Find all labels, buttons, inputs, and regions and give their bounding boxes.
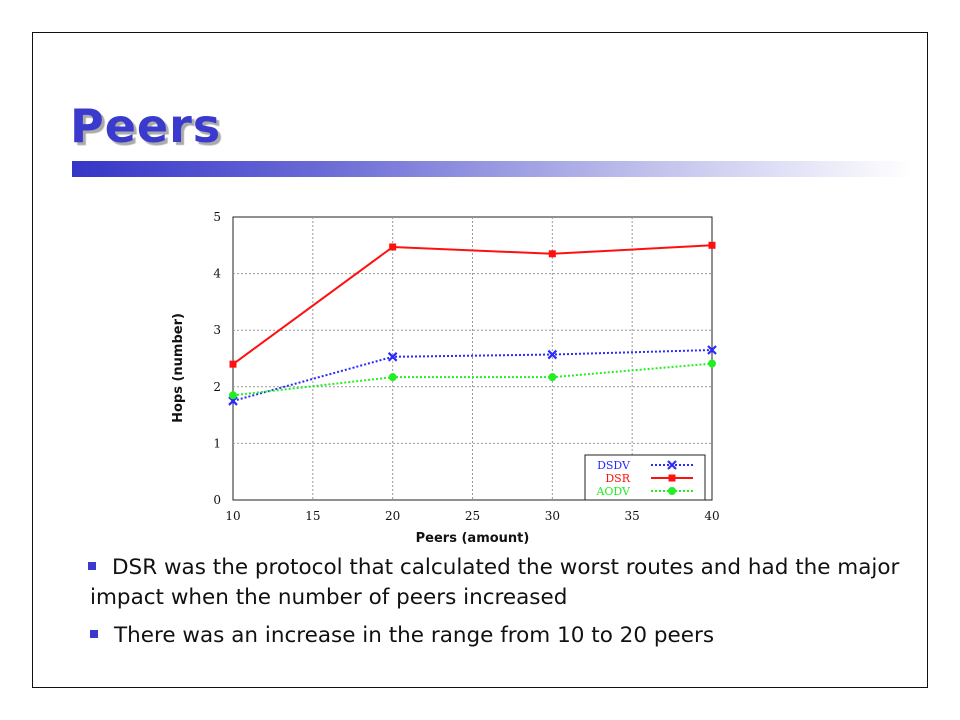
data-point (707, 345, 717, 355)
data-point (389, 243, 397, 251)
bullet-list: DSR was the protocol that calculated the… (88, 553, 910, 651)
y-tick-label: 0 (213, 493, 221, 507)
series-line (232, 362, 713, 397)
data-point (547, 349, 558, 360)
y-tick-label: 5 (213, 210, 221, 224)
bullet-text: DSR was the protocol that calculated the… (90, 555, 900, 610)
x-tick-label: 30 (545, 509, 560, 523)
x-tick-label: 20 (385, 509, 400, 523)
bullet-square-icon (90, 630, 98, 638)
x-tick-label: 15 (305, 509, 320, 523)
series-aodv (229, 359, 716, 400)
slide-frame (32, 32, 928, 688)
data-point (668, 474, 676, 482)
series-dsdv (228, 345, 717, 406)
title-underline-bar (72, 161, 912, 177)
x-axis-label: Peers (amount) (416, 531, 530, 546)
bullet-square-icon (88, 562, 96, 570)
data-point (548, 373, 557, 382)
y-tick-label: 3 (213, 323, 221, 337)
x-tick-label: 10 (225, 509, 240, 523)
data-point (228, 396, 238, 406)
bullet-item: There was an increase in the range from … (90, 621, 910, 651)
series-line (232, 244, 713, 365)
data-point (548, 250, 556, 258)
series-dsr (229, 241, 716, 368)
chart-ticks: 10 15 20 25 30 35 40 0 1 2 3 4 5 (213, 210, 719, 523)
y-tick-label: 2 (213, 380, 221, 394)
data-point (708, 241, 716, 249)
y-tick-label: 4 (213, 267, 221, 281)
legend-label: DSDV (597, 459, 631, 472)
x-tick-label: 35 (625, 509, 640, 523)
bullet-text: There was an increase in the range from … (114, 623, 715, 648)
data-point (229, 360, 237, 368)
bullet-item: DSR was the protocol that calculated the… (88, 553, 910, 613)
data-point (668, 487, 676, 495)
chart-grid (233, 217, 712, 500)
data-point (708, 359, 716, 368)
data-point (667, 460, 677, 470)
x-tick-label: 25 (465, 509, 480, 523)
data-point (388, 373, 397, 382)
legend-label: AODV (595, 485, 631, 498)
y-tick-label: 1 (213, 436, 221, 450)
chart-series (228, 241, 717, 406)
series-line (232, 349, 713, 402)
x-tick-label: 40 (704, 509, 719, 523)
data-point (229, 391, 237, 400)
legend-label: DSR (605, 472, 630, 485)
data-point (387, 352, 398, 362)
y-axis-label: Hops (number) (171, 313, 186, 423)
slide-title: Peers (70, 99, 222, 153)
